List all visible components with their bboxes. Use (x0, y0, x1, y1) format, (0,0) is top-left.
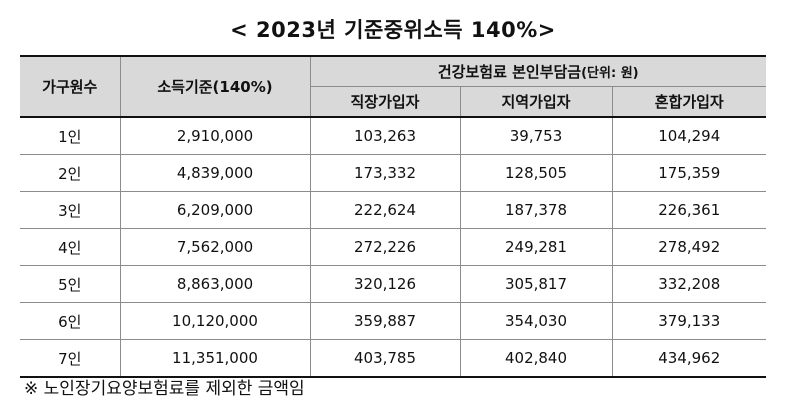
cell-household-size: 4인 (20, 228, 121, 266)
cell-regional: 128,505 (459, 154, 613, 192)
cell-regional: 354,030 (459, 302, 613, 340)
header-row-top: 가구원수 소득기준(140%) 건강보험료 본인부담금(단위: 원) (20, 56, 766, 117)
cell-regional: 305,817 (459, 265, 613, 303)
cell-household-size: 5인 (20, 265, 121, 303)
table-row: 2인 4,839,000 173,332 128,505 175,359 (20, 154, 766, 192)
cell-employee: 103,263 (310, 116, 461, 155)
cell-mixed: 332,208 (611, 265, 766, 303)
cell-household-size: 3인 (20, 191, 121, 229)
cell-income: 4,839,000 (119, 154, 311, 192)
header-household-size: 가구원수 (20, 56, 121, 117)
cell-mixed: 104,294 (612, 116, 766, 155)
page-title: < 2023년 기준중위소득 140%> (230, 18, 556, 42)
cell-household-size: 2인 (20, 154, 121, 192)
cell-mixed: 379,133 (611, 302, 766, 340)
header-premium-label: 건강보험료 본인부담금 (437, 63, 582, 81)
cell-mixed: 226,361 (611, 191, 766, 229)
cell-employee: 320,126 (309, 265, 461, 303)
header-income-standard: 소득기준(140%) (120, 56, 311, 117)
cell-employee: 222,624 (309, 191, 461, 229)
cell-employee: 272,226 (309, 228, 461, 266)
cell-employee: 173,332 (309, 154, 461, 192)
cell-regional: 249,281 (459, 228, 613, 266)
cell-regional: 39,753 (460, 116, 613, 155)
cell-regional: 187,378 (459, 191, 613, 229)
cell-income: 8,863,000 (119, 265, 311, 303)
cell-employee: 403,785 (309, 339, 461, 378)
header-premium-unit: (단위: 원) (581, 66, 639, 81)
cell-household-size: 7인 (20, 339, 121, 378)
cell-income: 11,351,000 (119, 339, 311, 378)
income-premium-table: 가구원수 소득기준(140%) 건강보험료 본인부담금(단위: 원) 직장가입자… (20, 55, 766, 378)
cell-household-size: 6인 (20, 302, 121, 340)
table-row: 4인 7,562,000 272,226 249,281 278,492 (20, 228, 766, 266)
table-row: 3인 6,209,000 222,624 187,378 226,361 (20, 191, 766, 229)
cell-income: 6,209,000 (119, 191, 311, 229)
cell-income: 7,562,000 (119, 228, 311, 266)
table-row: 7인 11,351,000 403,785 402,840 434,962 (20, 339, 766, 378)
header-row-sub: 직장가입자 지역가입자 혼합가입자 (20, 86, 766, 117)
cell-household-size: 1인 (20, 116, 121, 155)
cell-mixed: 278,492 (611, 228, 766, 266)
cell-employee: 359,887 (309, 302, 461, 340)
header-employee: 직장가입자 (309, 86, 461, 117)
cell-income: 2,910,000 (120, 116, 311, 155)
cell-mixed: 434,962 (611, 339, 766, 378)
header-mixed: 혼합가입자 (611, 86, 766, 117)
cell-regional: 402,840 (459, 339, 613, 378)
header-premium-group: 건강보험료 본인부담금(단위: 원) (310, 56, 766, 87)
footnote: ※ 노인장기요양보험료를 제외한 금액임 (24, 379, 305, 399)
table-row: 1인 2,910,000 103,263 39,753 104,294 (20, 116, 766, 155)
table-row: 6인 10,120,000 359,887 354,030 379,133 (20, 302, 766, 340)
cell-income: 10,120,000 (119, 302, 311, 340)
cell-mixed: 175,359 (611, 154, 766, 192)
header-regional: 지역가입자 (459, 86, 613, 117)
table-row: 5인 8,863,000 320,126 305,817 332,208 (20, 265, 766, 303)
